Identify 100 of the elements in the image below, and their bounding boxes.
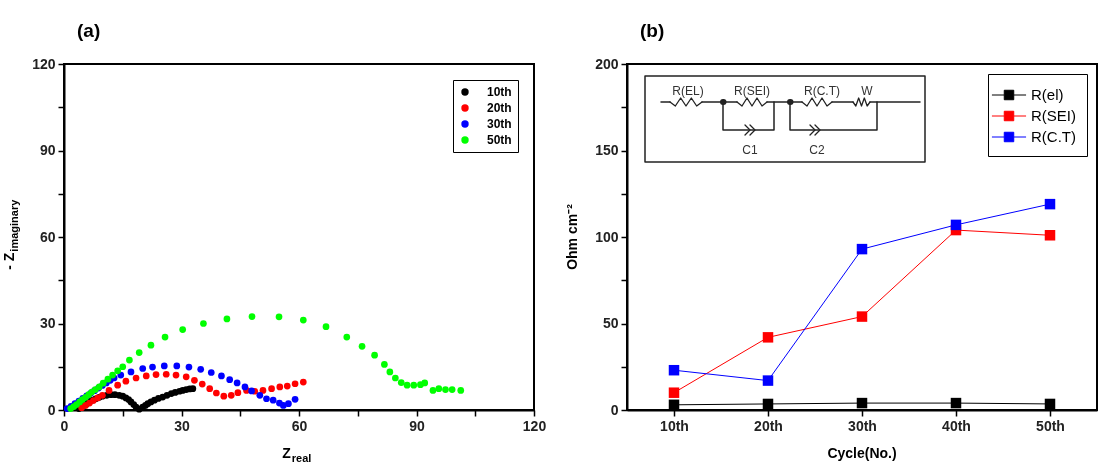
- point: [198, 380, 206, 388]
- point: [299, 378, 307, 386]
- point: [114, 381, 122, 389]
- point: [227, 391, 235, 399]
- point: [403, 381, 411, 389]
- x-tick-label: 50th: [1036, 417, 1065, 434]
- point: [276, 383, 284, 391]
- x-tick-label: 60: [291, 417, 308, 434]
- point: [410, 381, 418, 389]
- point: [371, 351, 378, 359]
- point: [285, 400, 292, 407]
- y-tick-label: 120: [32, 55, 56, 72]
- x-tick-label: 0: [60, 417, 69, 434]
- point: [135, 349, 143, 356]
- legend-label: 10th: [487, 85, 512, 99]
- point: [126, 356, 133, 364]
- point: [256, 391, 264, 399]
- point: [160, 362, 168, 370]
- point: [142, 372, 150, 380]
- point: [448, 386, 456, 393]
- y-tick-label: 150: [595, 142, 619, 158]
- point: [268, 385, 275, 393]
- point: [223, 315, 231, 323]
- point: [200, 320, 207, 327]
- point: [218, 372, 225, 380]
- point: [358, 342, 366, 350]
- point: [220, 392, 228, 400]
- annotation: C1: [742, 143, 758, 157]
- point: [182, 373, 190, 381]
- x-tick-label: 30th: [848, 417, 877, 434]
- point: [241, 383, 249, 391]
- legend-label: R(C.T): [1031, 128, 1076, 145]
- point: [206, 385, 214, 393]
- point: [856, 397, 868, 409]
- point: [213, 389, 220, 397]
- point: [233, 379, 241, 387]
- legend-label: 50th: [487, 133, 512, 147]
- legend-label: 20th: [487, 101, 512, 115]
- annotation: W: [861, 84, 874, 98]
- point: [299, 316, 307, 324]
- point: [392, 374, 399, 382]
- point: [457, 387, 465, 394]
- y-tick-label: 200: [595, 55, 619, 72]
- point: [248, 387, 255, 395]
- point: [435, 385, 443, 393]
- point: [127, 368, 135, 376]
- point: [283, 382, 291, 390]
- point: [179, 326, 187, 333]
- point: [421, 379, 429, 387]
- annotation: R(SEI): [734, 84, 770, 98]
- point: [269, 396, 277, 404]
- point: [152, 371, 160, 378]
- point: [343, 333, 351, 341]
- y-axis-title: - Zimaginary: [1, 198, 20, 270]
- y-tick-label: 0: [47, 401, 56, 418]
- point: [291, 395, 299, 403]
- point: [442, 386, 449, 393]
- annotation: R(EL): [672, 84, 704, 98]
- point: [259, 387, 267, 394]
- point: [668, 364, 680, 376]
- x-tick-label: 10th: [660, 417, 689, 434]
- point: [172, 371, 180, 379]
- point: [105, 387, 113, 394]
- point: [950, 397, 962, 409]
- point: [275, 313, 283, 321]
- point: [139, 365, 147, 372]
- point: [762, 398, 774, 410]
- point: [397, 379, 405, 386]
- point: [132, 374, 140, 382]
- point: [207, 369, 215, 376]
- x-tick-label: 90: [409, 417, 425, 434]
- point: [1044, 398, 1056, 410]
- point: [119, 363, 127, 371]
- x-tick-label: 20th: [754, 417, 783, 434]
- y-tick-label: 60: [39, 228, 56, 245]
- x-tick-label: 40th: [942, 417, 971, 434]
- point: [248, 313, 256, 320]
- point: [234, 389, 242, 397]
- y-tick-label: 100: [595, 228, 619, 245]
- y-tick-label: 30: [39, 315, 56, 331]
- chart-title: (b): [640, 20, 665, 41]
- point: [161, 333, 169, 341]
- point: [162, 370, 170, 378]
- point: [197, 366, 205, 373]
- point: [429, 387, 437, 394]
- point: [322, 323, 330, 331]
- point: [147, 341, 155, 349]
- point: [149, 363, 156, 371]
- legend-label: 30th: [487, 117, 512, 131]
- point: [185, 363, 193, 371]
- annotation: C2: [809, 143, 825, 157]
- point: [1044, 230, 1056, 241]
- y-tick-label: 0: [610, 401, 619, 418]
- legend-label: R(SEI): [1031, 107, 1076, 124]
- point: [122, 377, 130, 385]
- x-tick-label: 30: [174, 417, 190, 434]
- y-tick-label: 50: [602, 315, 619, 331]
- point: [291, 380, 299, 388]
- point: [386, 368, 394, 376]
- y-axis-title: Ohm cm⁻²: [564, 203, 580, 270]
